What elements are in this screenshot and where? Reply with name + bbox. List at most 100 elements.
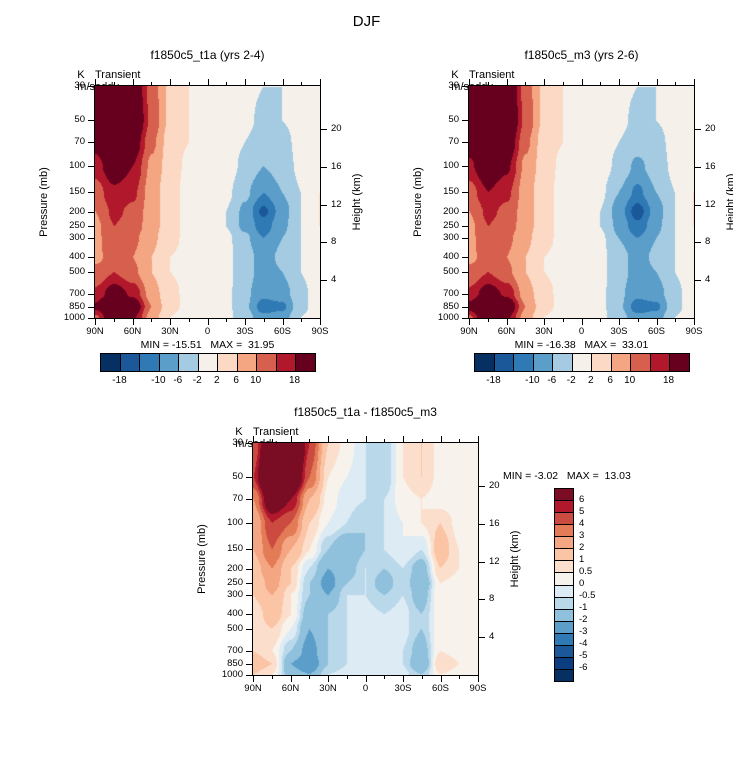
- lat-tick: [694, 319, 695, 325]
- panel-title: f1850c5_t1a - f1850c5_m3: [294, 405, 437, 419]
- lat-minor-tick-top: [421, 439, 423, 442]
- pressure-tick: [462, 294, 468, 296]
- lat-tick-top: [440, 436, 442, 442]
- height-tick-label: 4: [705, 274, 711, 286]
- pressure-tick: [88, 318, 94, 319]
- pressure-tick: [462, 165, 468, 167]
- height-tick-label: 4: [489, 631, 495, 643]
- pressure-tick-label: 100: [443, 159, 459, 171]
- height-tick-label: 4: [331, 274, 337, 286]
- height-tick-label: 16: [331, 160, 342, 172]
- colorbar: [100, 353, 316, 372]
- colorbar-tick-label: 2: [587, 375, 594, 386]
- lat-minor-tick: [226, 319, 228, 322]
- lat-tick-label: 90N: [244, 683, 262, 694]
- colorbar-segment: [493, 354, 514, 371]
- pressure-tick-label: 200: [443, 205, 459, 217]
- colorbar-tick-label: -2: [192, 375, 202, 386]
- colorbar-tick-label: 5: [579, 506, 585, 517]
- lat-tick-label: 90N: [86, 326, 104, 337]
- pressure-tick-label: 700: [69, 288, 85, 300]
- pressure-tick: [462, 318, 468, 319]
- pressure-tick: [88, 119, 94, 121]
- colorbar-segment: [513, 354, 533, 371]
- height-tick-label: 16: [489, 517, 500, 529]
- colorbar-segment: [217, 354, 237, 371]
- lat-minor-tick-top: [487, 82, 489, 85]
- height-tick-label: 20: [331, 122, 342, 134]
- colorbar-segment: [552, 354, 572, 371]
- lat-tick: [506, 319, 508, 325]
- lat-tick-label: 30N: [535, 326, 553, 337]
- colorbar-tick-label: -5: [579, 650, 588, 661]
- pressure-tick-label: 70: [74, 136, 85, 148]
- pressure-tick-label: 700: [443, 288, 459, 300]
- pressure-tick-label: 1000: [437, 312, 459, 323]
- colorbar-tick-label: -18: [112, 375, 127, 386]
- colorbar-tick-label: 18: [288, 375, 301, 386]
- height-tick-label: 8: [331, 236, 337, 248]
- lat-tick-label: 30S: [394, 683, 412, 694]
- height-tick: [479, 637, 485, 639]
- colorbar-tick-label: 0.5: [579, 566, 593, 577]
- pressure-tick: [462, 226, 468, 228]
- pressure-tick: [88, 211, 94, 213]
- lat-minor-tick-top: [562, 82, 564, 85]
- pressure-tick: [462, 142, 468, 144]
- lat-tick: [403, 676, 404, 682]
- colorbar-segment: [295, 354, 316, 371]
- colorbar-segment: [178, 354, 198, 371]
- lat-tick-label: 0: [578, 326, 585, 337]
- colorbar-segment: [555, 548, 573, 561]
- colorbar-segment: [555, 512, 573, 525]
- minmax-label: MIN = -3.02 MAX = 13.03: [503, 470, 631, 482]
- colorbar-segment: [649, 354, 670, 371]
- pressure-tick-label: 300: [69, 232, 85, 244]
- lat-minor-tick: [271, 676, 273, 679]
- lat-tick: [581, 319, 583, 325]
- colorbar-tick-label: -6: [579, 662, 588, 673]
- pressure-tick-label: 50: [232, 470, 243, 482]
- colorbar-segment: [158, 354, 179, 371]
- colorbar-tick-label: 1: [579, 554, 585, 565]
- colorbar-segment: [555, 632, 573, 645]
- pressure-tick-label: 300: [227, 589, 243, 601]
- lat-minor-tick-top: [151, 82, 153, 85]
- lat-tick-top: [469, 79, 470, 85]
- pressure-tick-label: 850: [227, 658, 243, 670]
- lat-tick: [544, 319, 545, 325]
- height-tick-label: 8: [705, 236, 711, 248]
- colorbar-tick-label: 6: [607, 375, 613, 386]
- height-tick: [695, 166, 701, 168]
- lat-tick: [290, 676, 292, 682]
- lat-tick: [132, 319, 134, 325]
- lat-minor-tick: [562, 319, 564, 322]
- contour-plot: [94, 85, 321, 319]
- pressure-tick-label: 100: [227, 516, 243, 528]
- height-tick: [695, 242, 701, 244]
- lat-minor-tick-top: [346, 439, 348, 442]
- pressure-tick: [246, 614, 252, 616]
- lat-minor-tick: [188, 319, 190, 322]
- lat-minor-tick: [459, 676, 461, 679]
- lat-tick-label: 60N: [123, 326, 142, 337]
- pressure-tick-label: 700: [227, 645, 243, 657]
- pressure-tick: [246, 664, 252, 666]
- pressure-tick-label: 150: [227, 543, 243, 555]
- lat-minor-tick-top: [271, 439, 273, 442]
- colorbar-tick-label: -18: [486, 375, 501, 386]
- lat-minor-tick: [525, 319, 527, 322]
- pressure-tick: [88, 192, 94, 194]
- lat-tick: [282, 319, 284, 325]
- height-tick: [321, 166, 327, 168]
- pressure-tick-label: 500: [227, 623, 243, 635]
- lat-tick-top: [245, 79, 246, 85]
- minmax-label: MIN = -15.51 MAX = 31.95: [140, 339, 275, 351]
- colorbar-segment: [532, 354, 553, 371]
- lat-minor-tick-top: [675, 82, 677, 85]
- lat-tick-label: 30S: [610, 326, 628, 337]
- colorbar-tick-label: 6: [579, 494, 585, 505]
- height-tick-label: 12: [705, 198, 716, 210]
- lat-minor-tick: [309, 676, 311, 679]
- height-tick-label: 12: [331, 198, 342, 210]
